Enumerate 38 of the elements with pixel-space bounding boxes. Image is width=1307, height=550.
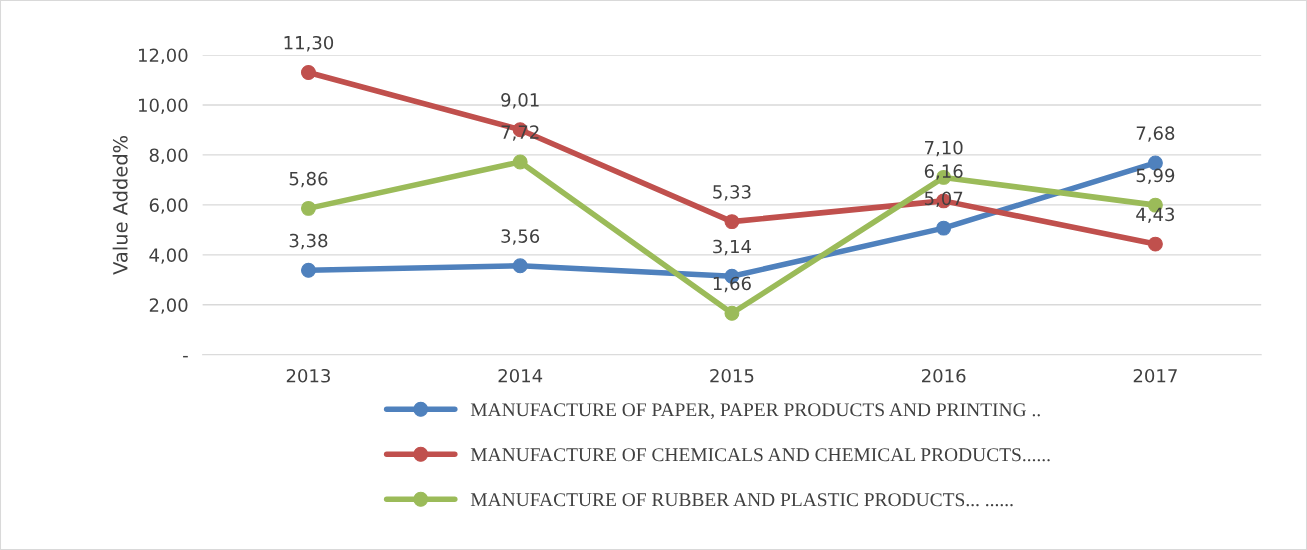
data-label: 5,99 (1136, 168, 1175, 185)
data-label: 7,68 (1136, 126, 1175, 142)
y-tick-label: 8,00 (149, 148, 188, 164)
point (300, 262, 316, 278)
point (724, 305, 740, 321)
data-label: 1,66 (713, 276, 751, 293)
data-label: 7,10 (925, 140, 963, 157)
y-tick-label: 4,00 (149, 248, 188, 264)
y-tick-label: 10,00 (138, 98, 188, 114)
x-tick-label: 2017 (1133, 368, 1177, 383)
point (512, 258, 528, 274)
data-label: 3,38 (289, 233, 328, 250)
point (936, 220, 952, 236)
point (724, 214, 740, 230)
y-tick-label: 6,00 (149, 198, 188, 214)
y-tick-label: 12,00 (138, 48, 188, 64)
data-label: 3,14 (713, 239, 752, 256)
legend-label: MANUFACTURE OF PAPER, PAPER PRODUCTS AND PRINTING .. (470, 403, 1040, 420)
legend-label: MANUFACTURE OF CHEMICALS AND CHEMICAL PRODUCTS...... (470, 448, 1050, 462)
data-label: 5,86 (289, 171, 328, 188)
y-tick-label: 2,00 (149, 298, 188, 314)
x-tick-label: 2015 (710, 368, 754, 383)
data-label: 9,01 (501, 93, 539, 109)
data-label: 11,30 (284, 35, 334, 52)
point (512, 154, 528, 170)
point (1147, 236, 1163, 252)
data-label: 3,56 (501, 229, 540, 245)
data-label: 6,16 (924, 164, 963, 180)
data-label: 5,33 (713, 185, 751, 201)
y-tick-label: - (183, 355, 188, 358)
data-label: 4,43 (1136, 207, 1175, 223)
x-tick-label: 2014 (498, 368, 543, 383)
x-tick-label: 2013 (286, 368, 330, 383)
point (300, 200, 316, 216)
x-tick-label: 2016 (922, 368, 966, 383)
point (300, 65, 316, 80)
legend-label: MANUFACTURE OF RUBBER AND PLASTIC PRODUCTS... ...... (470, 493, 1013, 507)
y-axis-title: Value Added% (112, 135, 128, 275)
